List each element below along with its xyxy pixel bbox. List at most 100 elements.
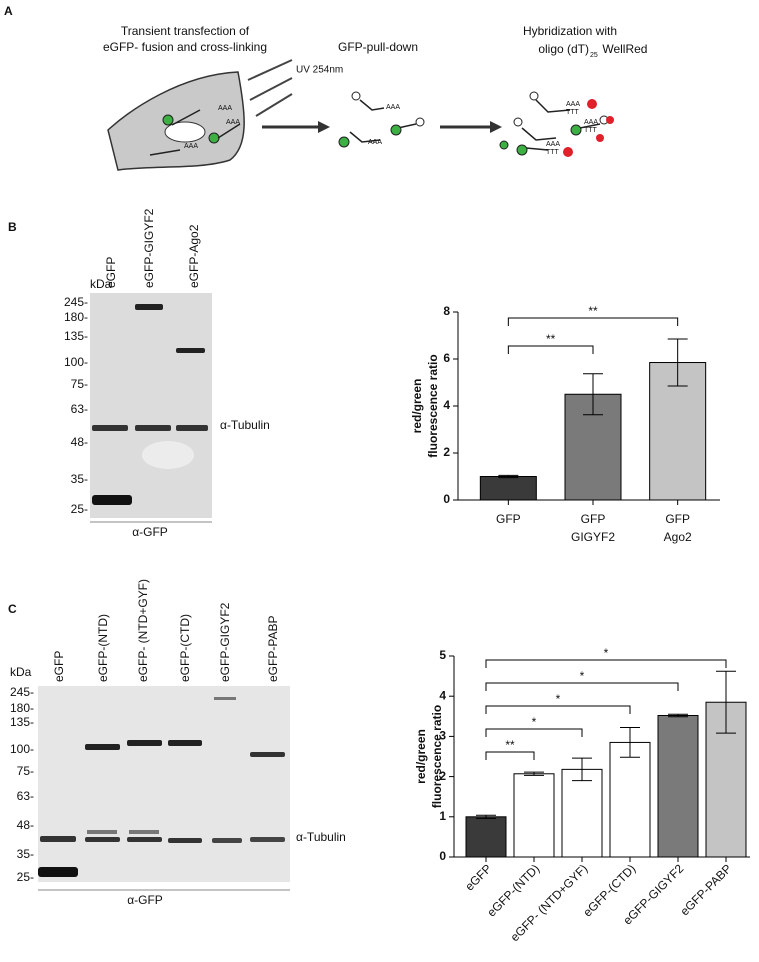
error-bar [668,713,688,718]
panel-label: A [4,4,13,18]
lane-label: eGFP-(NTD) [96,614,110,682]
bar [561,768,603,858]
process-arrow [262,121,330,133]
probe [351,91,361,101]
poly-t: TTT [566,109,580,116]
marker-label: 100- [10,742,34,756]
band [85,744,120,750]
step-text: Transient transfection of [121,24,250,38]
marker-label: 48- [71,435,88,449]
step-subscript: 25 [590,52,598,59]
y-tick-label: 2 [443,445,450,459]
significance-label: ** [546,332,556,346]
band [168,740,202,746]
band [85,837,120,842]
step-text: GFP-pull-down [338,40,418,54]
significance-label: * [580,669,585,683]
band [127,837,162,842]
marker-label: 100- [64,355,88,369]
pulldown-complexes [349,99,417,143]
error-bar [667,338,688,387]
band [135,425,171,431]
significance-label: * [604,646,609,660]
band [135,304,163,310]
marker-label: 180- [10,701,34,715]
significance-label: * [556,692,561,706]
nucleus [164,121,206,143]
y-tick-label: 8 [443,304,450,318]
gfp [208,132,220,144]
band [129,830,159,834]
band [168,838,202,843]
lane-label: eGFP-Ago2 [187,224,201,288]
probe [529,91,539,101]
y-axis-label: fluorescence ratio [426,354,440,457]
rna [149,109,241,156]
cell [107,71,245,171]
x-tick-label: GFP [581,512,606,526]
step-text: WellRed [599,42,647,56]
wellred [563,147,573,157]
gfp [162,114,174,126]
kda-label: kDa [10,665,32,679]
probe [513,117,523,127]
error-bar [716,670,736,734]
lane-label: eGFP- (NTD+GYF) [136,579,150,682]
error-bar [620,727,640,758]
marker-label: 48- [17,818,34,832]
antibody-label: α-GFP [132,525,168,539]
error-bar [583,373,603,416]
band [92,495,132,505]
significance-bracket [485,682,679,691]
significance-bracket [507,345,594,354]
panel-label: C [8,602,17,616]
wellred [587,99,597,109]
marker-label: 180- [64,310,88,324]
marker-label: 63- [17,789,34,803]
bar [479,476,537,501]
poly-a: AAA [546,141,560,148]
bar [465,816,507,858]
error-bar [476,814,496,819]
lane-label: eGFP-GIGYF2 [142,208,156,288]
wellred [596,134,604,142]
antibody-label: α-GFP [127,893,163,907]
significance-bracket [507,317,679,326]
band [250,752,285,757]
wellred [606,116,614,124]
y-tick-label: 0 [439,849,446,863]
significance-label: ** [505,738,515,752]
tubulin-label: α-Tubulin [296,830,346,844]
significance-bracket [485,751,535,760]
y-tick-label: 0 [443,492,450,506]
band [214,697,236,700]
tubulin-label: α-Tubulin [220,418,270,432]
band [38,867,78,877]
kda-label: kDa [90,277,112,291]
y-tick-label: 5 [439,648,446,662]
x-tick-label: GIGYF2 [571,530,615,544]
x-tick-label: GFP [665,512,690,526]
error-bar [572,757,592,782]
significance-bracket [485,659,727,668]
significance-label: * [532,715,537,729]
probe [415,117,425,127]
blot-artifact [142,441,194,469]
marker-label: 63- [71,402,88,416]
lane-label: eGFP [52,651,66,682]
marker-label: 25- [71,502,88,516]
x-tick-label: GFP [496,512,521,526]
step-text: oligo (dT) [538,42,589,56]
y-tick-label: 3 [439,729,446,743]
error-bar [524,771,544,776]
process-arrow [440,121,502,133]
significance-label: ** [588,304,598,318]
bar [513,773,555,858]
lane-label: eGFP-GIGYF2 [218,602,232,682]
band [250,837,285,842]
poly-t: TTT [584,127,598,134]
y-tick-label: 2 [439,769,446,783]
poly-a: AAA [584,119,598,126]
uv-arrows [247,59,293,117]
y-tick-label: 6 [443,351,450,365]
